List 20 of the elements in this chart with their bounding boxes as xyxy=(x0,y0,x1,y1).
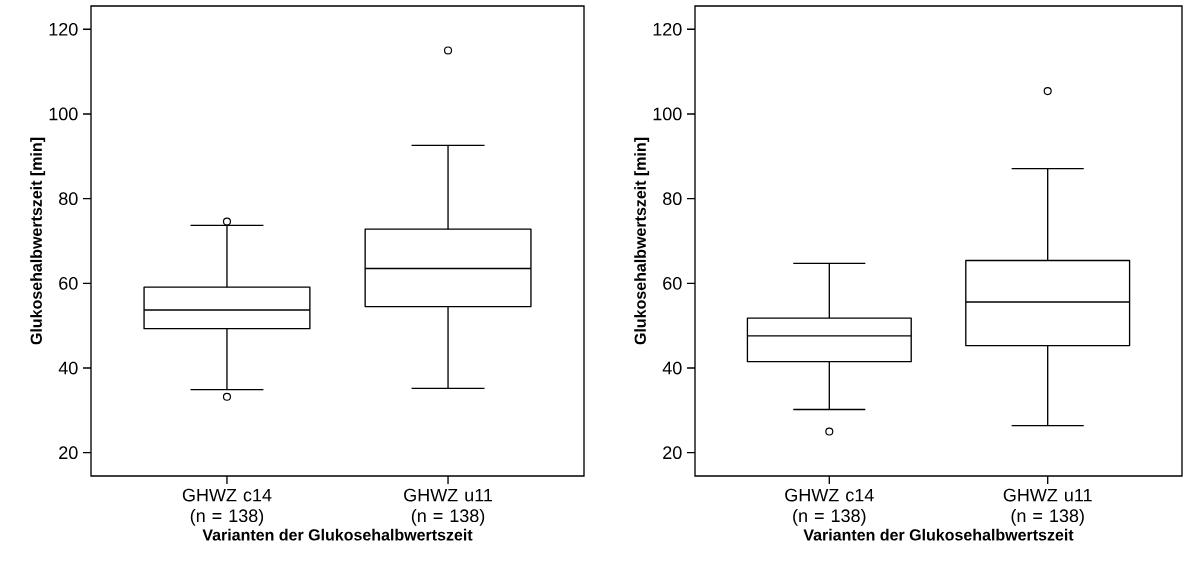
y-tick-label: 120 xyxy=(653,22,682,36)
y-tick-label: 60 xyxy=(59,276,78,290)
y-axis-title: Glukosehalbwertszeit [min] xyxy=(634,137,650,345)
x-tick-label: GHWZ u11 (n = 138) xyxy=(404,488,493,526)
y-tick-label: 40 xyxy=(662,361,682,375)
x-tick-label: GHWZ c14 (n = 138) xyxy=(785,488,874,526)
y-tick-label: 20 xyxy=(59,446,78,460)
y-tick-label: 120 xyxy=(49,22,78,36)
y-tick-label: 20 xyxy=(663,446,682,460)
y-tick-label: 100 xyxy=(49,107,78,121)
y-tick-label: 40 xyxy=(58,361,78,375)
x-tick-label: GHWZ c14 (n = 138) xyxy=(182,488,272,526)
y-tick-label: 80 xyxy=(663,192,682,206)
x-tick-label: GHWZ u11 (n = 138) xyxy=(1003,488,1092,526)
y-axis-title: Glukosehalbwertszeit [min] xyxy=(30,137,46,345)
x-axis-title: Varianten der Glukosehalbwertszeit xyxy=(803,528,1074,541)
y-tick-label: 100 xyxy=(653,107,682,121)
x-axis-title: Varianten der Glukosehalbwertszeit xyxy=(202,528,473,541)
y-tick-label: 60 xyxy=(663,276,682,290)
y-tick-label: 80 xyxy=(59,192,78,206)
